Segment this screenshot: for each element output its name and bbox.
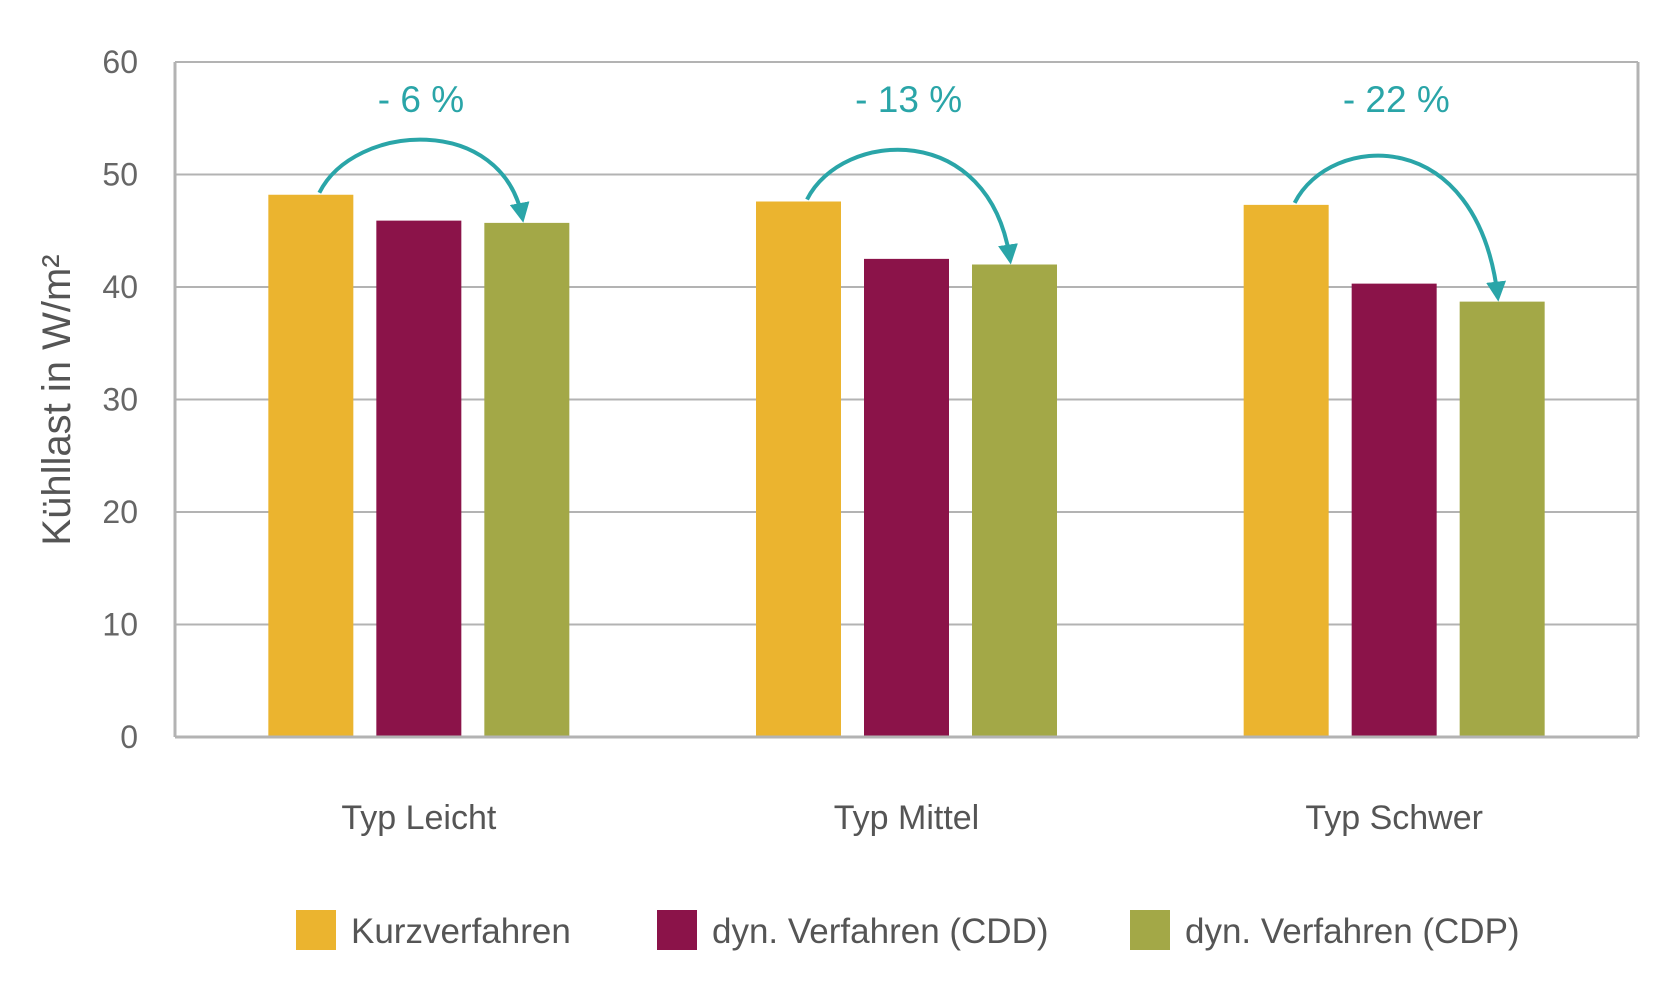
y-axis-ticks: 0 10 20 30 40 50 60	[102, 44, 138, 755]
annotation-label: - 6 %	[378, 79, 464, 120]
y-tick-label: 60	[102, 44, 138, 80]
legend-label: dyn. Verfahren (CDP)	[1185, 912, 1520, 951]
bar-0-2	[484, 222, 570, 737]
bar-2-1	[1351, 283, 1437, 737]
y-tick-label: 20	[102, 494, 138, 530]
legend-swatch	[296, 910, 336, 950]
annotation-label: - 13 %	[855, 79, 962, 120]
y-axis-label: Kühllast in W/m²	[35, 254, 79, 545]
bar-2-0	[1243, 204, 1329, 737]
y-tick-label: 50	[102, 157, 138, 193]
y-tick-label: 30	[102, 382, 138, 418]
annotation-arrow	[1292, 153, 1507, 302]
bar-2-2	[1459, 301, 1545, 737]
annotation-arrow	[317, 137, 530, 223]
bar-0-0	[268, 194, 354, 737]
legend-label: dyn. Verfahren (CDD)	[712, 912, 1049, 951]
y-tick-label: 40	[102, 269, 138, 305]
bar-1-2	[972, 264, 1057, 737]
legend: Kurzverfahren dyn. Verfahren (CDD) dyn. Ve…	[296, 910, 1520, 951]
y-tick-label: 10	[102, 607, 138, 643]
bar-1-0	[756, 201, 841, 737]
legend-swatch	[657, 910, 697, 950]
legend-swatch	[1130, 910, 1170, 950]
bar-0-1	[376, 220, 462, 737]
x-tick-label: Typ Leicht	[341, 799, 497, 837]
bars	[268, 194, 1545, 737]
x-axis-categories: Typ Leicht Typ Mittel Typ Schwer	[341, 799, 1483, 837]
legend-label: Kurzverfahren	[351, 912, 571, 951]
x-tick-label: Typ Schwer	[1305, 799, 1483, 837]
annotation-arrow	[805, 147, 1018, 265]
bar-1-1	[864, 258, 949, 737]
x-tick-label: Typ Mittel	[834, 799, 979, 837]
plot-frame	[173, 62, 1640, 739]
annotation-label: - 22 %	[1343, 79, 1450, 120]
annotations: - 6 % - 13 % - 22 %	[317, 79, 1507, 302]
y-tick-label: 0	[120, 719, 138, 755]
